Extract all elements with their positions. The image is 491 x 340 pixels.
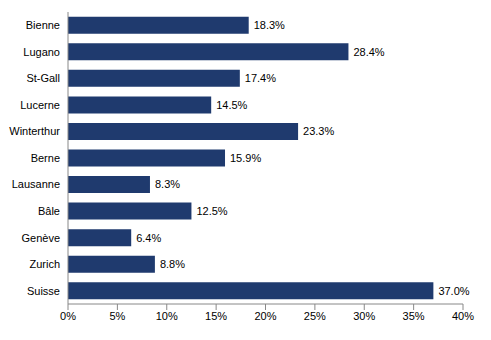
svg-text:18.3%: 18.3% (254, 19, 285, 31)
svg-text:30%: 30% (353, 310, 375, 322)
svg-text:5%: 5% (109, 310, 125, 322)
svg-text:8.8%: 8.8% (160, 258, 185, 270)
svg-text:Berne: Berne (31, 152, 60, 164)
svg-text:35%: 35% (403, 310, 425, 322)
svg-text:Suisse: Suisse (27, 285, 60, 297)
svg-text:Bienne: Bienne (26, 19, 60, 31)
svg-text:Genève: Genève (21, 232, 60, 244)
svg-text:8.3%: 8.3% (155, 178, 180, 190)
svg-text:17.4%: 17.4% (245, 72, 276, 84)
svg-text:Lausanne: Lausanne (12, 178, 60, 190)
svg-text:10%: 10% (156, 310, 178, 322)
svg-text:Bâle: Bâle (38, 205, 60, 217)
svg-text:23.3%: 23.3% (303, 125, 334, 137)
svg-text:6.4%: 6.4% (136, 232, 161, 244)
svg-text:20%: 20% (254, 310, 276, 322)
svg-text:15%: 15% (205, 310, 227, 322)
svg-text:Winterthur: Winterthur (9, 125, 60, 137)
svg-text:Zurich: Zurich (29, 258, 60, 270)
svg-text:25%: 25% (304, 310, 326, 322)
svg-text:15.9%: 15.9% (230, 152, 261, 164)
svg-text:St-Gall: St-Gall (26, 72, 60, 84)
svg-text:37.0%: 37.0% (438, 285, 469, 297)
svg-text:0%: 0% (60, 310, 76, 322)
svg-text:40%: 40% (452, 310, 474, 322)
svg-text:14.5%: 14.5% (216, 99, 247, 111)
svg-text:Lucerne: Lucerne (20, 99, 60, 111)
svg-text:Lugano: Lugano (23, 46, 60, 58)
svg-text:28.4%: 28.4% (353, 46, 384, 58)
svg-text:12.5%: 12.5% (196, 205, 227, 217)
